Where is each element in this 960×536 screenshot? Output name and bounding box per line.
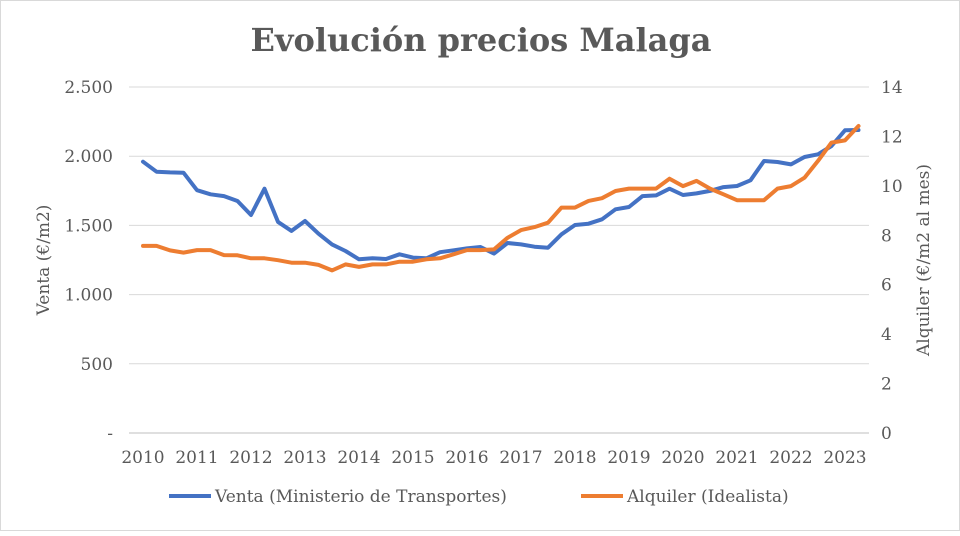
x-tick-label: 2018: [553, 448, 596, 468]
y2-tick-label: 10: [881, 177, 903, 197]
x-tick-label: 2020: [661, 448, 704, 468]
x-tick-label: 2015: [391, 448, 434, 468]
y-axis-left: - 500 1.000 1.500 2.000 2.500: [64, 78, 113, 444]
y2-axis-title: Alquiler (€/m2 al mes): [914, 164, 934, 357]
x-tick-label: 2019: [607, 448, 650, 468]
x-tick-label: 2012: [229, 448, 272, 468]
legend: Venta (Ministerio de Transportes) Alquil…: [169, 487, 789, 507]
x-axis: 2010 2011 2012 2013 2014 2015 2016 2017 2018 2019…: [121, 448, 866, 468]
y2-tick-label: 4: [881, 325, 892, 345]
y2-tick-label: 0: [881, 424, 892, 444]
y-tick-label: 2.500: [64, 78, 113, 98]
y-axis-right: 0 2 4 6 8 10 12 14: [881, 78, 903, 444]
legend-label-venta: Venta (Ministerio de Transportes): [214, 487, 507, 507]
y-axis-title: Venta (€/m2): [34, 205, 54, 317]
x-tick-label: 2013: [283, 448, 326, 468]
y-tick-label: 1.000: [64, 286, 113, 306]
y2-tick-label: 2: [881, 375, 892, 395]
x-tick-label: 2011: [175, 448, 218, 468]
x-tick-label: 2021: [715, 448, 758, 468]
x-tick-label: 2014: [337, 448, 380, 468]
y2-tick-label: 12: [881, 127, 903, 147]
legend-label-alquiler: Alquiler (Idealista): [626, 487, 789, 507]
x-tick-label: 2022: [769, 448, 812, 468]
gridlines: [129, 87, 869, 433]
x-tick-label: 2023: [823, 448, 866, 468]
y-tick-label: 1.500: [64, 216, 113, 236]
x-tick-label: 2016: [445, 448, 488, 468]
x-tick-label: 2010: [121, 448, 164, 468]
series-lines: [143, 126, 859, 271]
y-tick-label: -: [107, 424, 113, 444]
y2-tick-label: 14: [881, 78, 903, 98]
y2-tick-label: 8: [881, 226, 892, 246]
y-tick-label: 500: [81, 355, 113, 375]
x-tick-label: 2017: [499, 448, 542, 468]
series-line: [143, 130, 859, 259]
chart-title: Evolución precios Malaga: [250, 21, 711, 59]
y-tick-label: 2.000: [64, 147, 113, 167]
series-venta: [143, 130, 859, 259]
y2-tick-label: 6: [881, 276, 892, 296]
